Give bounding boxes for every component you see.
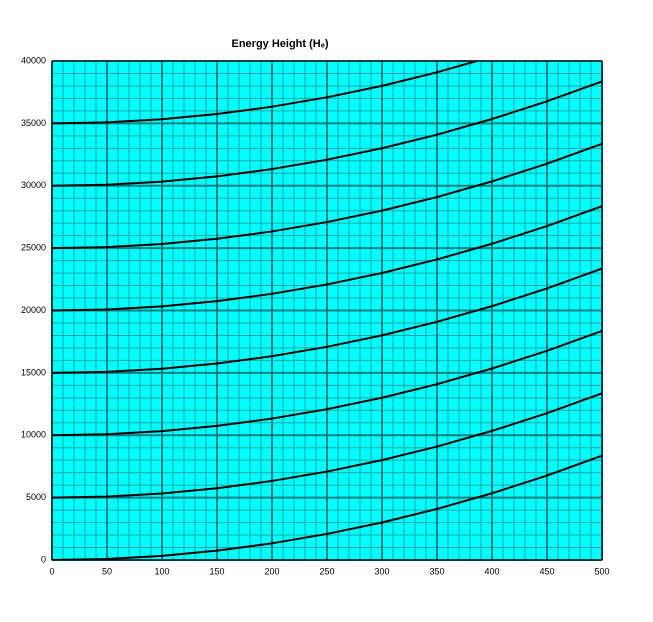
y-tick-label: 40000 <box>21 55 46 65</box>
y-tick-label: 0 <box>41 554 46 564</box>
lines <box>52 61 602 560</box>
energy-curve <box>52 330 602 437</box>
x-tick-label: 50 <box>102 566 112 576</box>
x-tick-label: 100 <box>154 566 169 576</box>
energy-curve <box>52 61 481 125</box>
x-tick-label: 250 <box>319 566 334 576</box>
x-tick-label: 0 <box>49 566 54 576</box>
y-tick-label: 15000 <box>21 367 46 377</box>
energy-curve <box>52 205 602 312</box>
x-tick-label: 450 <box>539 566 554 576</box>
energy-curve <box>52 80 602 187</box>
x-tick-label: 300 <box>374 566 389 576</box>
chart-title: Energy Height (Hₑ) <box>231 38 328 50</box>
x-tick-label: 400 <box>484 566 499 576</box>
y-tick-label: 5000 <box>26 492 46 502</box>
energy-curve <box>52 142 602 250</box>
y-tick-label: 10000 <box>21 430 46 440</box>
y-tick-label: 30000 <box>21 180 46 190</box>
x-tick-label: 500 <box>594 566 609 576</box>
x-tick-label: 200 <box>264 566 279 576</box>
y-tick-label: 35000 <box>21 118 46 128</box>
energy-curve <box>52 454 602 560</box>
energy-curve <box>52 392 602 499</box>
y-tick-label: 25000 <box>21 243 46 253</box>
x-tick-label: 350 <box>429 566 444 576</box>
x-tick-label: 150 <box>209 566 224 576</box>
y-tick-label: 20000 <box>21 305 46 315</box>
energy-curve <box>52 267 602 374</box>
